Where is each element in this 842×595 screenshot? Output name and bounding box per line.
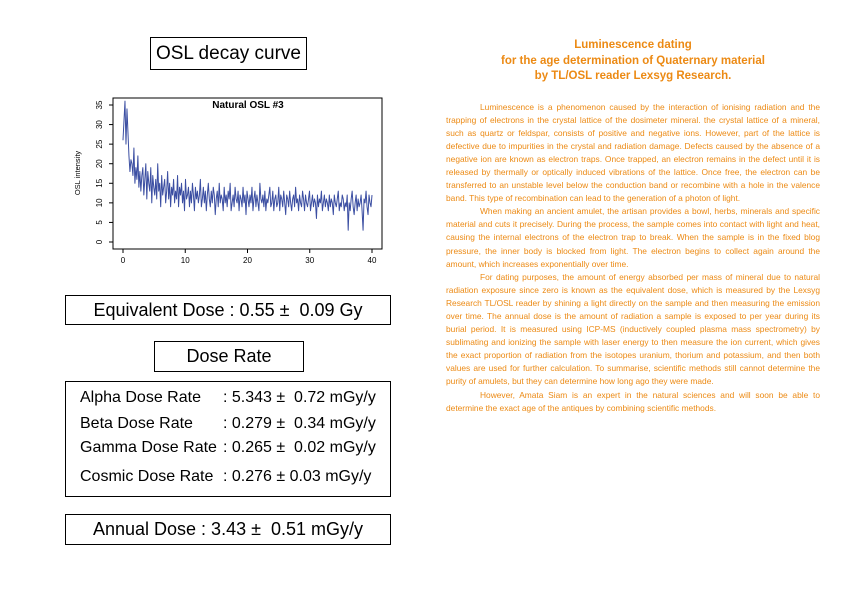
description-title: Luminescence dating for the age determin… (446, 38, 820, 85)
x-tick-label: 30 (305, 256, 314, 265)
x-tick-label: 10 (181, 256, 190, 265)
x-tick-label: 40 (368, 256, 377, 265)
plot-frame (112, 97, 383, 250)
y-axis-ticks: 0 5 10 15 20 25 30 35 (95, 100, 113, 244)
x-tick-label: 0 (121, 256, 126, 265)
title-line: by TL/OSL reader Lexsyg Research. (534, 70, 732, 82)
paragraph-luminescence: Luminescence is a phenomenon caused by t… (446, 101, 820, 204)
y-tick-label: 10 (95, 198, 104, 207)
series-line (122, 100, 373, 231)
paragraph-amulet: When making an ancient amulet, the artis… (446, 206, 820, 269)
y-tick-label: 15 (95, 178, 104, 187)
dose-rate-title-box: Dose Rate (154, 341, 304, 372)
osl-decay-curve-title: OSL decay curve (150, 37, 307, 70)
cosmic-dose-rate-row: Cosmic Dose Rate : 0.276 ± 0.03 mGy/y (80, 468, 386, 486)
annual-dose-text: Annual Dose : 3.43 ± 0.51 mGy/y (92, 519, 364, 539)
alpha-dose-rate-row: Alpha Dose Rate : 5.343 ± 0.72 mGy/y (80, 389, 386, 407)
y-axis-label: OSL intensity (73, 151, 82, 196)
rate-value: : 5.343 ± 0.72 mGy/y (223, 389, 376, 406)
title-line: Luminescence dating (574, 39, 692, 51)
rate-value: : 0.265 ± 0.02 mGy/y (223, 439, 376, 456)
dose-rate-title: Dose Rate (186, 346, 272, 366)
y-tick-label: 20 (95, 159, 104, 168)
rate-label: Alpha Dose Rate (80, 389, 201, 406)
osl-decay-chart: Natural OSL #3 OSL intensity 0 5 10 15 20 25 3… (73, 97, 383, 265)
rate-value: : 0.279 ± 0.34 mGy/y (223, 415, 376, 432)
description-column: Luminescence dating for the age determin… (446, 38, 820, 415)
y-tick-label: 30 (95, 120, 104, 129)
rate-label: Cosmic Dose Rate (80, 468, 214, 485)
paragraph-dating: For dating purposes, the amount of energ… (446, 271, 820, 387)
rate-label: Gamma Dose Rate (80, 439, 217, 456)
beta-dose-rate-row: Beta Dose Rate : 0.279 ± 0.34 mGy/y (80, 415, 386, 433)
y-tick-label: 0 (95, 239, 104, 244)
y-tick-label: 35 (95, 100, 104, 109)
rate-label: Beta Dose Rate (80, 415, 193, 432)
chart-title: Natural OSL #3 (212, 100, 284, 111)
annual-dose-box: Annual Dose : 3.43 ± 0.51 mGy/y (65, 514, 391, 545)
rate-value: : 0.276 ± 0.03 mGy/y (223, 468, 372, 485)
x-axis-ticks: 0 10 20 30 40 (121, 249, 377, 265)
paragraph-amata-siam: However, Amata Siam is an expert in the … (446, 389, 820, 413)
y-tick-label: 5 (95, 220, 104, 225)
equivalent-dose-text: Equivalent Dose : 0.55 ± 0.09 Gy (93, 299, 363, 320)
dose-rates-box: Alpha Dose Rate : 5.343 ± 0.72 mGy/y Bet… (65, 381, 391, 497)
y-tick-label: 25 (95, 139, 104, 148)
gamma-dose-rate-row: Gamma Dose Rate : 0.265 ± 0.02 mGy/y (80, 439, 386, 457)
title-line: for the age determination of Quaternary … (501, 54, 765, 67)
equivalent-dose-box: Equivalent Dose : 0.55 ± 0.09 Gy (65, 295, 391, 325)
x-tick-label: 20 (243, 256, 252, 265)
